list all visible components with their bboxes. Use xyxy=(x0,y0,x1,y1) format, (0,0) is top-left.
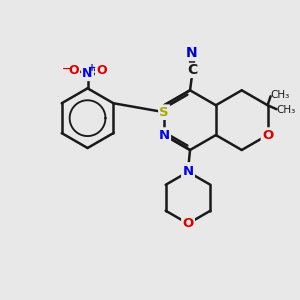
Text: N: N xyxy=(159,129,170,142)
Text: O: O xyxy=(182,217,194,230)
Text: S: S xyxy=(159,106,169,119)
Text: N: N xyxy=(186,46,198,61)
Text: +: + xyxy=(88,63,97,74)
Text: C: C xyxy=(187,63,197,77)
Text: O: O xyxy=(96,64,107,77)
Text: N: N xyxy=(82,67,93,80)
Text: N: N xyxy=(182,165,194,178)
Text: CH₃: CH₃ xyxy=(277,105,296,115)
Text: O: O xyxy=(262,129,273,142)
Text: CH₃: CH₃ xyxy=(271,90,290,100)
Text: −: − xyxy=(62,63,71,74)
Text: O: O xyxy=(68,64,79,77)
Text: N: N xyxy=(182,164,194,176)
